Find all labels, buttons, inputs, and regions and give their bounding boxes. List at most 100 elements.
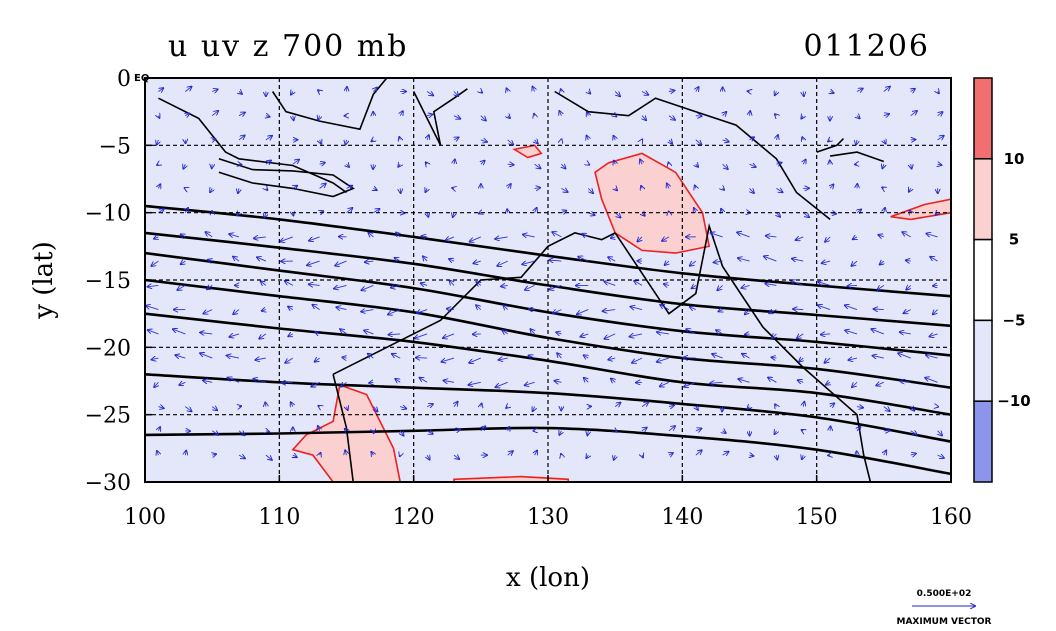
wind-vector-465 [937,112,943,116]
colorbar-label-2: −5 [1002,311,1025,329]
wind-vector-471 [930,257,938,262]
wind-vector-40 [207,285,213,289]
wind-vector-377 [769,310,777,314]
wind-vector-234 [530,329,534,334]
wind-vector-41 [203,309,213,314]
wind-vector-327 [690,260,697,266]
wind-vector-271 [586,455,588,458]
wind-vector-447 [884,450,887,455]
wind-vector-29 [185,406,191,412]
wind-vector-68 [266,188,268,190]
wind-vector-195 [481,161,485,165]
wind-vector-325 [694,208,696,213]
wind-vector-343 [714,261,723,262]
wind-vector-435 [882,164,883,168]
wind-vector-174 [426,431,433,434]
wind-vector-243 [561,164,565,168]
colorbar-label-1: 5 [1009,231,1019,249]
wind-vector-219 [499,358,508,360]
wind-vector-304 [668,91,675,92]
wind-vector-163 [426,162,428,164]
wind-vector-122 [340,329,347,335]
wind-vector-130 [371,140,373,142]
wind-vector-236 [525,382,535,385]
wind-vector-38 [205,232,213,238]
wind-vector-225 [534,114,535,116]
shading-region-2 [594,152,711,254]
wind-vector-55 [233,257,240,262]
wind-vector-297 [631,307,643,310]
wind-vector-394 [797,334,804,338]
wind-vector-422 [853,237,857,239]
wind-vector-378 [772,334,777,338]
wind-vector-254 [559,431,561,435]
wind-vector-442 [871,329,884,335]
wind-vector-102 [309,236,320,241]
wind-vector-333 [696,407,698,410]
wind-vector-162 [427,135,429,140]
wind-vector-451 [911,164,912,169]
wind-vector-356 [750,188,755,193]
wind-vector-205 [481,404,482,407]
wind-vectors [146,87,944,460]
wind-vector-367 [750,455,754,456]
wind-vector-34 [212,139,215,140]
wind-vector-136 [361,284,374,290]
wind-vector-408 [818,282,831,286]
wind-vector-249 [553,310,562,314]
wind-vector-65 [266,116,270,117]
wind-vector-36 [210,188,212,192]
plot-area [145,78,951,482]
wind-vector-460 [900,381,911,382]
wind-vector-380 [768,378,777,383]
wind-vector-384 [803,92,804,97]
coastline-0 [158,97,347,194]
wind-vector-10 [148,330,159,335]
wind-vector-72 [261,281,267,285]
wind-vector-428 [852,381,858,387]
wind-vector-125 [347,407,348,411]
x-tick-label-1: 110 [258,505,300,530]
wind-vector-110 [318,426,320,431]
wind-vector-128 [373,88,377,92]
wind-vector-111 [320,453,321,455]
wind-vector-390 [796,237,804,240]
wind-vector-178 [454,137,459,140]
wind-vector-458 [900,332,911,334]
wind-vector-241 [559,111,561,116]
wind-vector-272 [614,91,620,97]
wind-vector-120 [334,285,347,288]
wind-vector-169 [417,310,428,314]
wind-vector-132 [373,188,376,190]
wind-vector-39 [208,260,212,261]
wind-vector-340 [723,188,725,190]
wind-vector-353 [750,111,751,116]
wind-vector-339 [722,163,728,169]
wind-vector-287 [614,455,616,460]
wind-vector-286 [615,431,617,432]
wind-vector-350 [723,431,726,433]
wind-vector-179 [454,159,455,164]
wind-vector-375 [764,256,777,262]
wind-vector-172 [420,378,428,383]
wind-vector-106 [315,332,319,334]
x-tick-label-5: 150 [796,505,838,530]
wind-vector-344 [717,285,723,290]
wind-vector-395 [799,358,803,362]
x-axis: 100 110 120 130 140 150 160 [124,475,972,530]
wind-vector-303 [642,455,643,457]
wind-vector-455 [906,260,911,261]
wind-vector-232 [525,284,535,290]
wind-vector-35 [212,164,213,168]
wind-vector-199 [473,261,481,263]
wind-vector-444 [876,382,884,385]
wind-vector-197 [479,213,481,214]
wind-vector-209 [508,116,510,119]
wind-vector-221 [506,407,508,408]
y-tick-label-0: 0 [117,67,131,92]
wind-vector-456 [906,285,910,289]
wind-vector-364 [738,379,750,382]
wind-vector-229 [535,208,537,213]
colorbar-swatch-4 [973,400,993,483]
plot-title-left: u uv z 700 mb [168,29,408,64]
